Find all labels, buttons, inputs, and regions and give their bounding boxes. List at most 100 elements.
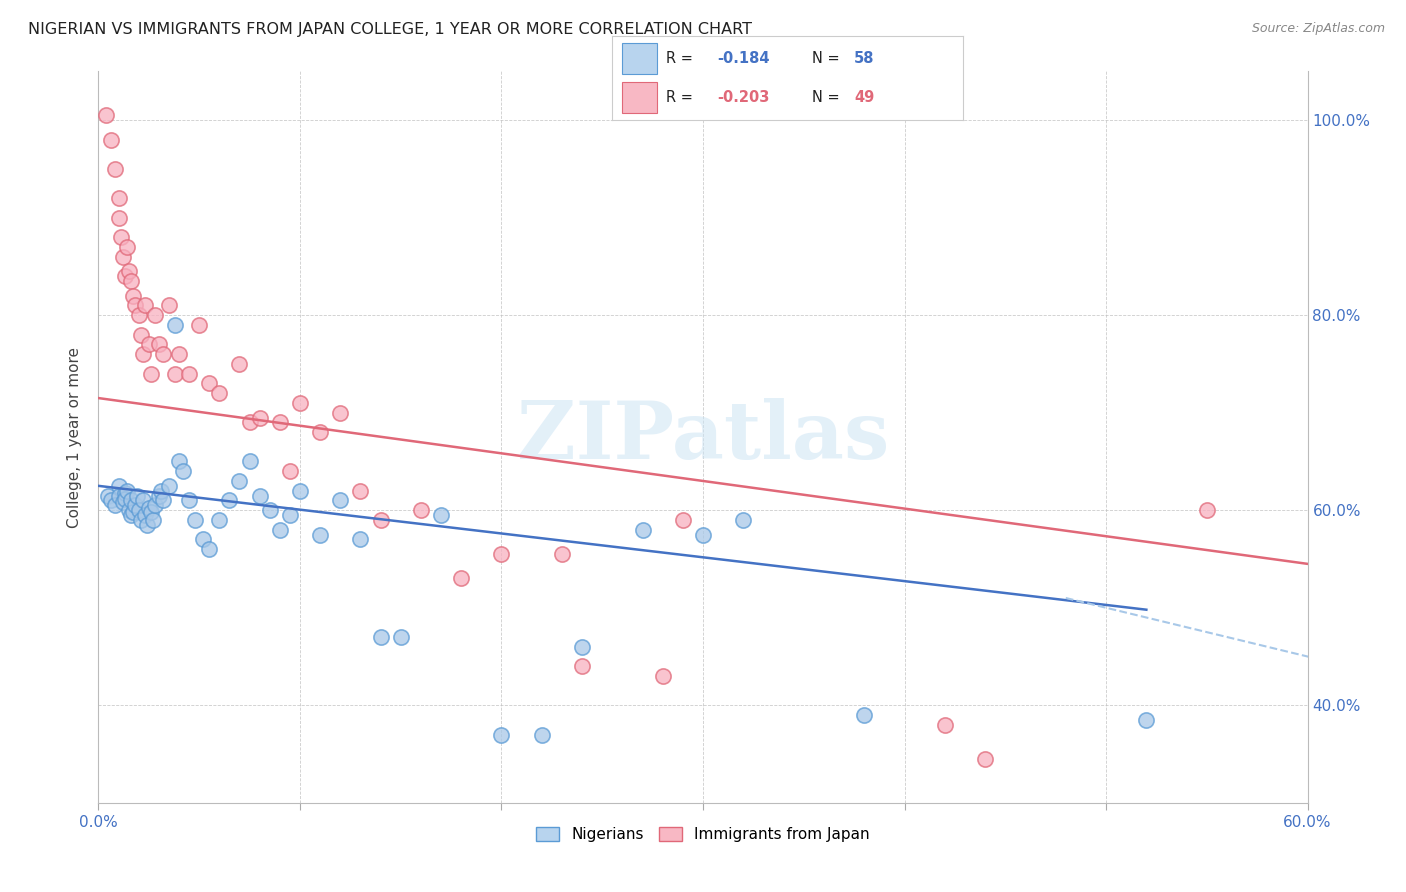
Text: Source: ZipAtlas.com: Source: ZipAtlas.com <box>1251 22 1385 36</box>
Point <box>132 347 155 361</box>
Point <box>329 493 352 508</box>
Point <box>132 493 155 508</box>
Point <box>107 489 129 503</box>
Point <box>163 318 186 332</box>
Point <box>329 406 352 420</box>
Point <box>571 659 593 673</box>
Point <box>128 308 150 322</box>
Point <box>115 240 138 254</box>
Point <box>115 483 138 498</box>
Point <box>349 533 371 547</box>
Point <box>118 503 141 517</box>
Text: ZIPatlas: ZIPatlas <box>517 398 889 476</box>
Point <box>118 264 141 278</box>
Point <box>450 572 472 586</box>
Point <box>853 708 876 723</box>
Point <box>1195 503 1218 517</box>
Text: NIGERIAN VS IMMIGRANTS FROM JAPAN COLLEGE, 1 YEAR OR MORE CORRELATION CHART: NIGERIAN VS IMMIGRANTS FROM JAPAN COLLEG… <box>28 22 752 37</box>
Point <box>152 493 174 508</box>
Text: N =: N = <box>813 51 844 66</box>
Point <box>157 298 180 312</box>
Point <box>239 416 262 430</box>
Point <box>114 491 136 506</box>
Bar <box>621 44 657 74</box>
Point <box>309 527 332 541</box>
Point <box>121 288 143 302</box>
Point <box>148 337 170 351</box>
Point <box>269 523 291 537</box>
Point <box>135 517 157 532</box>
Point <box>142 513 165 527</box>
Point <box>193 533 215 547</box>
Text: 58: 58 <box>855 51 875 66</box>
Bar <box>621 82 657 112</box>
Text: -0.184: -0.184 <box>717 51 769 66</box>
Y-axis label: College, 1 year or more: College, 1 year or more <box>67 347 83 527</box>
Point <box>208 386 231 401</box>
Point <box>125 489 148 503</box>
Point <box>1135 713 1157 727</box>
Point <box>530 727 553 741</box>
Point <box>121 505 143 519</box>
Point <box>149 483 172 498</box>
Point <box>259 503 281 517</box>
Point <box>143 499 166 513</box>
Point <box>138 501 160 516</box>
Point <box>124 499 146 513</box>
Point <box>269 416 291 430</box>
Point <box>278 508 301 522</box>
Point <box>631 523 654 537</box>
Point <box>389 630 412 644</box>
Point <box>111 495 134 509</box>
Point <box>97 489 120 503</box>
Text: -0.203: -0.203 <box>717 90 769 105</box>
Point <box>148 489 170 503</box>
Point <box>120 493 142 508</box>
Legend: Nigerians, Immigrants from Japan: Nigerians, Immigrants from Japan <box>529 820 877 850</box>
Point <box>179 493 201 508</box>
Point <box>152 347 174 361</box>
Point <box>370 513 392 527</box>
Point <box>288 396 311 410</box>
Point <box>114 485 136 500</box>
Point <box>571 640 593 654</box>
Point <box>107 211 129 225</box>
Point <box>239 454 262 468</box>
Point <box>110 230 132 244</box>
Point <box>672 513 695 527</box>
Point <box>100 493 122 508</box>
Point <box>228 357 250 371</box>
Point <box>134 298 156 312</box>
Point <box>409 503 432 517</box>
Point <box>430 508 453 522</box>
Point <box>349 483 371 498</box>
Point <box>139 367 162 381</box>
Point <box>129 327 152 342</box>
Point <box>491 547 513 561</box>
Point <box>129 513 152 527</box>
Point <box>120 274 142 288</box>
Point <box>551 547 574 561</box>
Point <box>218 493 240 508</box>
Point <box>157 479 180 493</box>
Point <box>167 347 190 361</box>
Point <box>249 489 271 503</box>
Text: 49: 49 <box>855 90 875 105</box>
Point <box>114 269 136 284</box>
Point <box>651 669 673 683</box>
Point <box>134 508 156 522</box>
Point <box>208 513 231 527</box>
Point <box>370 630 392 644</box>
Point <box>107 479 129 493</box>
Point <box>491 727 513 741</box>
Point <box>974 752 997 766</box>
Point <box>934 718 956 732</box>
Text: R =: R = <box>666 51 697 66</box>
Point <box>179 367 201 381</box>
Point <box>128 503 150 517</box>
Point <box>103 161 125 176</box>
Point <box>167 454 190 468</box>
Point <box>249 410 271 425</box>
Point <box>111 250 134 264</box>
Point <box>163 367 186 381</box>
